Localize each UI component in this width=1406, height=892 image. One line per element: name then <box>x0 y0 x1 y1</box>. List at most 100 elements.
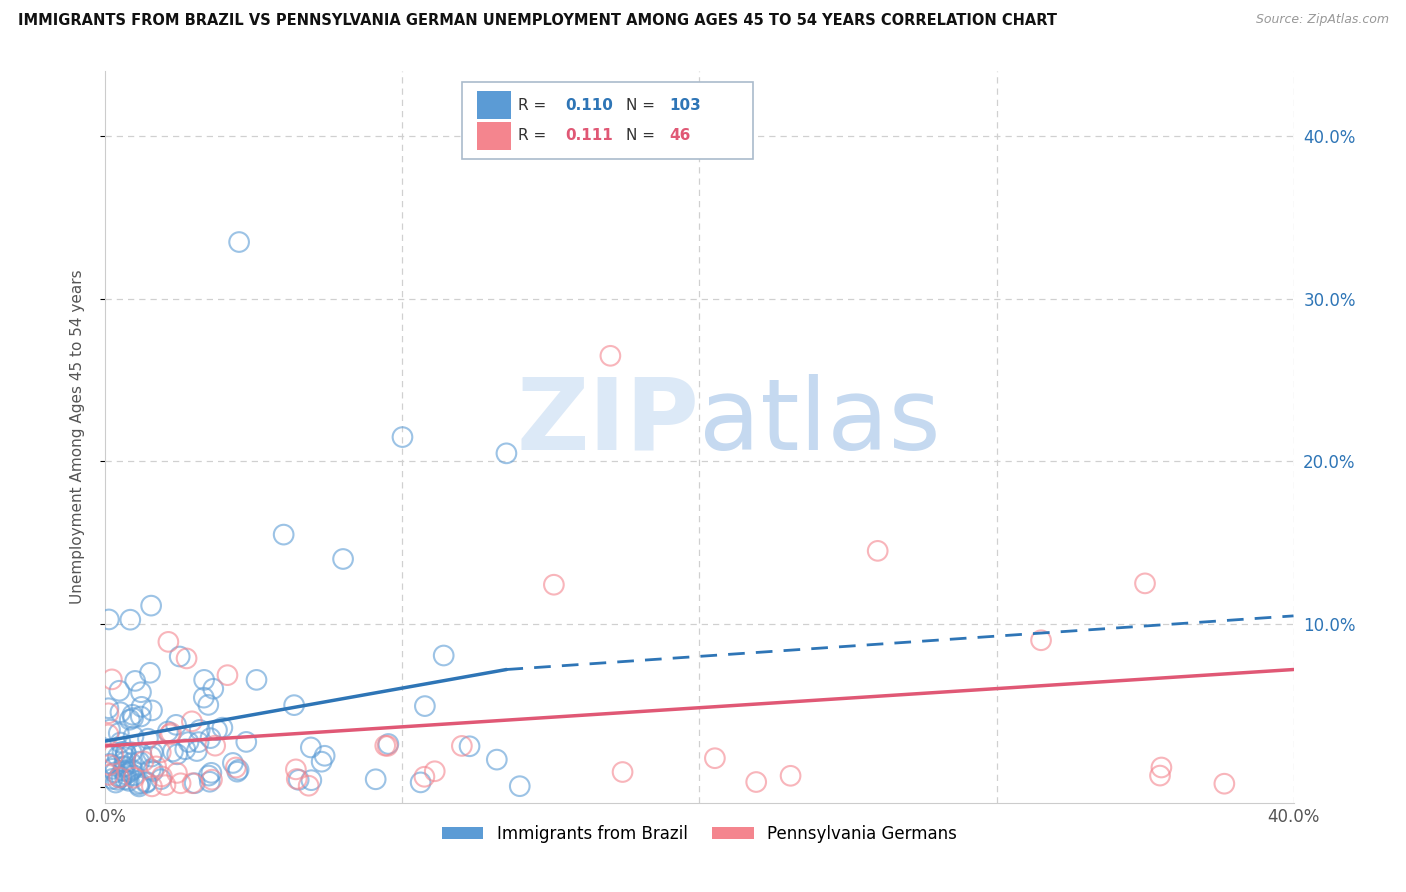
Point <box>423 764 446 779</box>
Point <box>458 739 481 754</box>
Point <box>181 776 204 790</box>
Point <box>149 772 172 787</box>
Point <box>139 599 162 613</box>
Point <box>118 713 141 727</box>
Point <box>107 772 129 787</box>
Point <box>180 714 202 729</box>
Point <box>97 706 120 721</box>
Point <box>245 673 267 687</box>
Point <box>198 768 221 782</box>
Point <box>450 739 472 753</box>
Text: ZIP: ZIP <box>516 374 700 471</box>
Point <box>204 739 226 753</box>
Point <box>201 772 224 787</box>
Point <box>114 772 136 787</box>
Point <box>115 747 138 761</box>
Point <box>332 552 354 566</box>
Point <box>120 756 142 771</box>
Point <box>108 770 131 784</box>
Point <box>114 750 136 764</box>
Point <box>413 699 436 714</box>
Point <box>202 681 225 696</box>
Point <box>1150 760 1173 774</box>
Point <box>112 760 135 774</box>
Point <box>110 770 132 784</box>
Point <box>745 775 768 789</box>
Point <box>136 731 159 746</box>
Point <box>1029 633 1052 648</box>
Point <box>135 775 157 789</box>
Text: Source: ZipAtlas.com: Source: ZipAtlas.com <box>1256 13 1389 27</box>
Point <box>198 774 221 789</box>
Point <box>121 707 143 722</box>
Point <box>128 755 150 769</box>
Text: N =: N = <box>626 97 659 112</box>
Point <box>114 755 136 769</box>
Point <box>495 446 517 460</box>
Point <box>166 766 188 780</box>
Point <box>107 749 129 764</box>
Point <box>108 683 131 698</box>
Point <box>141 780 163 794</box>
Point <box>120 613 142 627</box>
Point <box>101 762 124 776</box>
Text: R =: R = <box>517 128 551 144</box>
Point <box>110 706 132 720</box>
Point <box>284 763 307 777</box>
Point <box>150 769 173 783</box>
Point <box>217 668 239 682</box>
Point <box>377 737 399 751</box>
Point <box>131 747 153 761</box>
Point <box>287 772 309 787</box>
Text: R =: R = <box>517 97 551 112</box>
Point <box>114 759 136 773</box>
Point <box>142 764 165 778</box>
Bar <box>477 91 510 119</box>
Point <box>226 764 249 779</box>
Point <box>228 763 250 777</box>
Point <box>228 235 250 249</box>
Point <box>122 711 145 725</box>
Point <box>183 776 205 790</box>
Point <box>114 746 136 760</box>
Point <box>157 635 180 649</box>
Point <box>118 773 141 788</box>
Point <box>485 753 508 767</box>
Point <box>139 763 162 777</box>
Point <box>155 778 177 792</box>
Point <box>166 747 188 762</box>
Point <box>197 698 219 712</box>
Point <box>97 612 120 626</box>
Text: 103: 103 <box>669 97 702 112</box>
Point <box>122 771 145 785</box>
Point <box>141 749 163 764</box>
Point <box>156 724 179 739</box>
Point <box>122 768 145 782</box>
Point <box>364 772 387 787</box>
Point <box>374 739 396 753</box>
Point <box>145 759 167 773</box>
Point <box>124 673 146 688</box>
Bar <box>477 122 510 150</box>
Point <box>174 742 197 756</box>
Point <box>129 709 152 723</box>
Point <box>433 648 456 663</box>
Point <box>377 739 399 753</box>
Point <box>111 745 134 759</box>
Point <box>193 673 215 687</box>
Point <box>314 748 336 763</box>
Point <box>160 726 183 740</box>
Text: 46: 46 <box>669 128 692 144</box>
Point <box>205 723 228 737</box>
Point <box>101 747 124 762</box>
Point <box>311 755 333 769</box>
Point <box>543 578 565 592</box>
Point <box>413 770 436 784</box>
Point <box>299 740 322 755</box>
Point <box>273 527 295 541</box>
Point <box>142 746 165 760</box>
Point <box>200 731 222 745</box>
Y-axis label: Unemployment Among Ages 45 to 54 years: Unemployment Among Ages 45 to 54 years <box>70 269 84 605</box>
Point <box>222 756 245 770</box>
Point <box>285 772 308 786</box>
